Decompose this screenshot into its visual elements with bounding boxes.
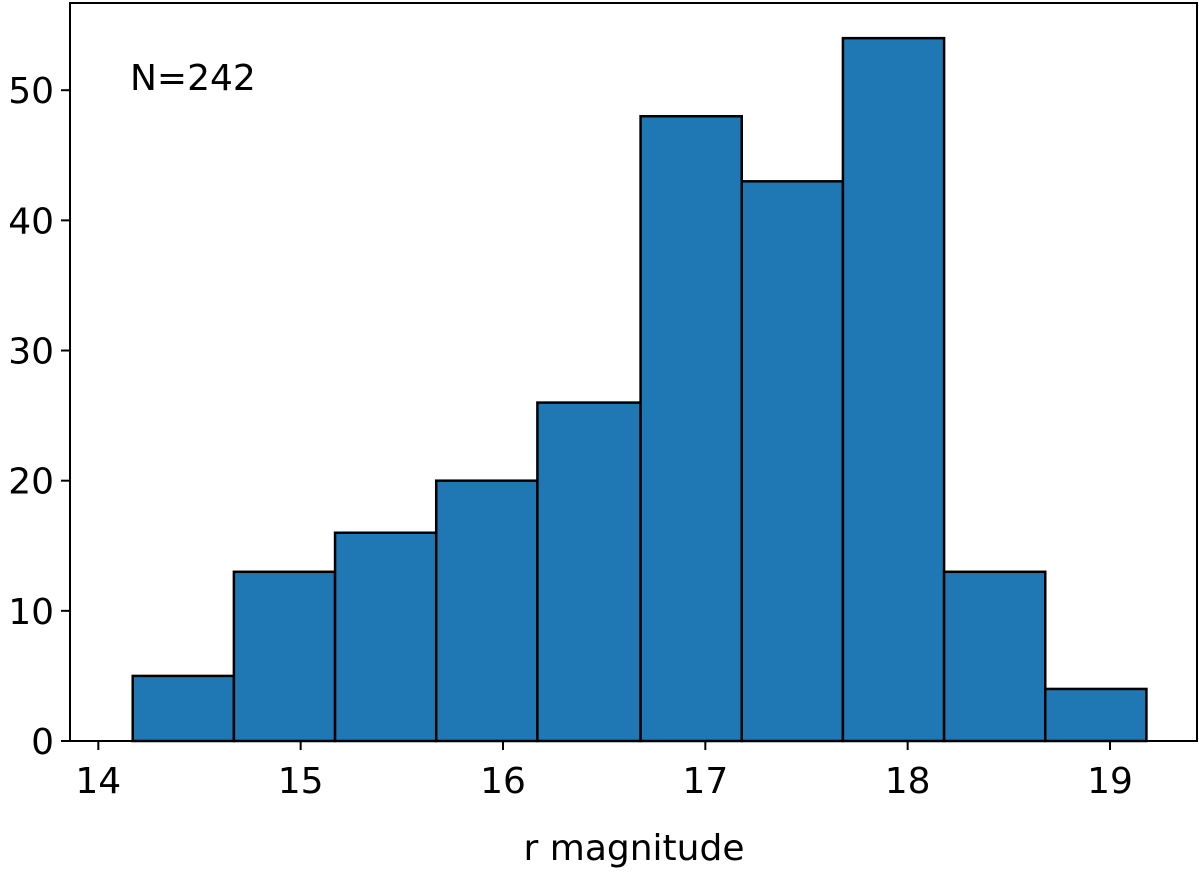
annotation: N=242 <box>130 58 256 99</box>
bar <box>232 570 337 743</box>
x-tick-label: 18 <box>885 761 931 802</box>
x-tick-label: 16 <box>480 761 526 802</box>
bar <box>131 674 236 743</box>
x-tick-label: 14 <box>75 761 121 802</box>
plot-frame <box>69 2 1198 742</box>
bar <box>1043 687 1148 743</box>
y-tick-label: 0 <box>31 722 54 763</box>
x-axis-label: r magnitude <box>524 828 745 869</box>
y-tick-label: 40 <box>8 201 54 242</box>
y-tick-label: 30 <box>8 332 54 373</box>
y-tick-label: 10 <box>8 592 54 633</box>
bar <box>740 180 845 743</box>
x-tick-label: 15 <box>278 761 324 802</box>
y-tick-label: 20 <box>8 462 54 503</box>
bar <box>434 479 539 743</box>
bar <box>639 114 743 743</box>
bar <box>333 531 438 743</box>
bar <box>942 570 1047 743</box>
y-tick-label: 50 <box>8 71 54 112</box>
bar <box>536 401 642 743</box>
x-tick-label: 19 <box>1087 761 1133 802</box>
x-tick-label: 17 <box>682 761 728 802</box>
bar <box>841 36 946 743</box>
